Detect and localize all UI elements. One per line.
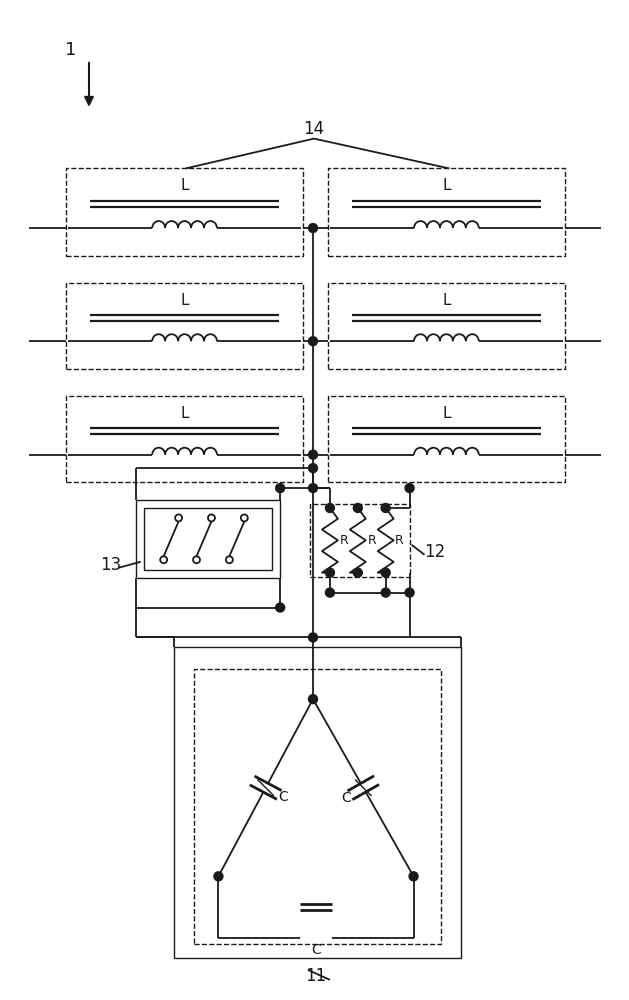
Bar: [310, 504, 409, 577]
Circle shape: [353, 568, 362, 577]
Text: 13: 13: [100, 556, 121, 574]
Text: R: R: [340, 534, 348, 547]
Bar: [66, 396, 303, 482]
Text: L: L: [442, 406, 450, 421]
Bar: [328, 396, 565, 482]
Text: L: L: [442, 178, 450, 193]
Bar: [66, 168, 303, 256]
Text: C: C: [311, 943, 321, 957]
Circle shape: [309, 337, 318, 346]
Circle shape: [214, 872, 223, 881]
Text: 1: 1: [65, 41, 77, 59]
Circle shape: [325, 568, 335, 577]
Text: L: L: [181, 178, 189, 193]
Circle shape: [405, 484, 414, 493]
Bar: [144, 508, 272, 570]
Circle shape: [276, 484, 285, 493]
Circle shape: [381, 568, 390, 577]
Bar: [174, 647, 461, 958]
Text: L: L: [181, 406, 189, 421]
Text: L: L: [442, 293, 450, 308]
Circle shape: [381, 503, 390, 512]
Text: C: C: [341, 791, 351, 805]
Bar: [194, 669, 442, 944]
Circle shape: [309, 484, 318, 493]
Circle shape: [309, 633, 318, 642]
Circle shape: [325, 503, 335, 512]
Bar: [136, 500, 280, 578]
Bar: [328, 168, 565, 256]
Circle shape: [309, 450, 318, 459]
Circle shape: [353, 503, 362, 512]
Circle shape: [409, 872, 418, 881]
Circle shape: [325, 588, 335, 597]
Circle shape: [276, 603, 285, 612]
Bar: [328, 283, 565, 369]
Circle shape: [309, 464, 318, 473]
Circle shape: [309, 695, 318, 704]
Circle shape: [381, 588, 390, 597]
Text: C: C: [279, 790, 288, 804]
Text: 14: 14: [303, 120, 325, 138]
Text: L: L: [181, 293, 189, 308]
Text: 12: 12: [424, 543, 445, 561]
Circle shape: [405, 588, 414, 597]
Bar: [66, 283, 303, 369]
Text: R: R: [395, 534, 404, 547]
Circle shape: [309, 224, 318, 233]
Text: 11: 11: [305, 967, 326, 985]
Text: R: R: [367, 534, 376, 547]
